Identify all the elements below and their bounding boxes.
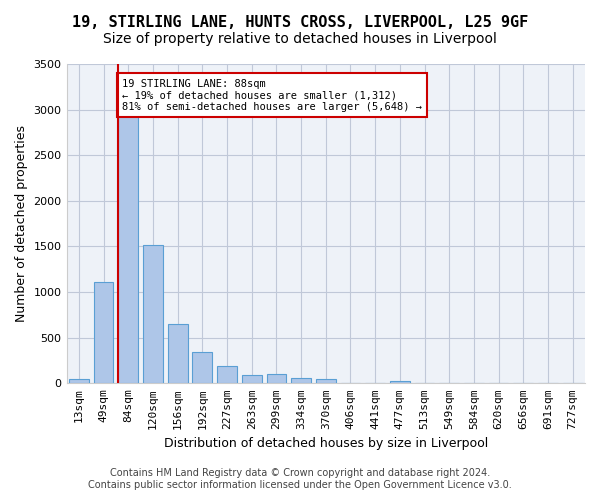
Bar — [291, 378, 311, 384]
Bar — [193, 352, 212, 384]
Bar — [94, 282, 113, 384]
Bar — [118, 115, 138, 384]
Bar — [316, 378, 335, 384]
Bar — [168, 324, 188, 384]
Y-axis label: Number of detached properties: Number of detached properties — [15, 125, 28, 322]
Text: 19, STIRLING LANE, HUNTS CROSS, LIVERPOOL, L25 9GF: 19, STIRLING LANE, HUNTS CROSS, LIVERPOO… — [72, 15, 528, 30]
Text: Contains HM Land Registry data © Crown copyright and database right 2024.
Contai: Contains HM Land Registry data © Crown c… — [88, 468, 512, 490]
Bar — [217, 366, 237, 384]
Text: 19 STIRLING LANE: 88sqm
← 19% of detached houses are smaller (1,312)
81% of semi: 19 STIRLING LANE: 88sqm ← 19% of detache… — [122, 78, 422, 112]
Bar — [390, 380, 410, 384]
Bar — [143, 244, 163, 384]
Bar — [266, 374, 286, 384]
X-axis label: Distribution of detached houses by size in Liverpool: Distribution of detached houses by size … — [164, 437, 488, 450]
Bar — [242, 374, 262, 384]
Bar — [69, 378, 89, 384]
Text: Size of property relative to detached houses in Liverpool: Size of property relative to detached ho… — [103, 32, 497, 46]
